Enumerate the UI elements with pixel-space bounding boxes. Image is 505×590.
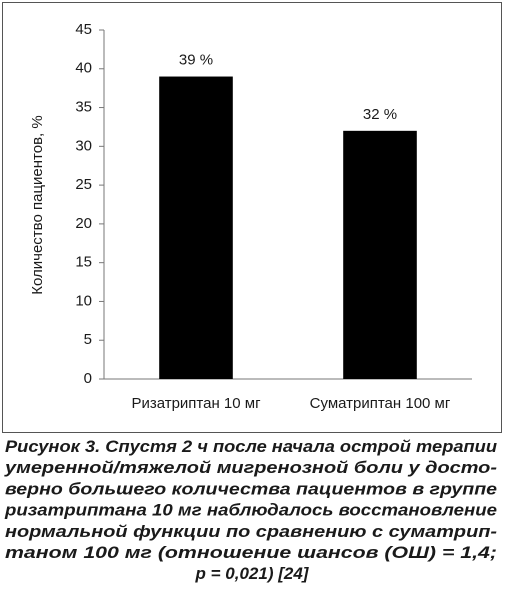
y-tick-label: 10 bbox=[75, 292, 92, 309]
y-tick-label: 25 bbox=[75, 176, 92, 193]
y-tick-label: 15 bbox=[75, 254, 92, 271]
caption-line: таном 100 мг (отношение шансов (ОШ) = 1,… bbox=[5, 543, 497, 562]
y-tick-label: 0 bbox=[84, 370, 92, 387]
bar bbox=[159, 76, 233, 380]
value-label: 32 % bbox=[363, 106, 397, 123]
y-tick-label: 20 bbox=[75, 215, 92, 232]
x-tick-label: Суматриптан 100 мг bbox=[310, 395, 451, 412]
caption-line: Рисунок 3. Спустя 2 ч после начала остро… bbox=[5, 437, 498, 456]
y-tick-label: 30 bbox=[75, 137, 92, 154]
y-tick-label: 5 bbox=[84, 331, 92, 348]
chart-frame bbox=[2, 2, 502, 433]
y-tick-label: 45 bbox=[75, 21, 92, 38]
y-axis-label: Количество пациентов, % bbox=[29, 115, 46, 294]
caption-line: р = 0,021) [24] bbox=[195, 564, 310, 583]
x-tick-label: Ризатриптан 10 мг bbox=[131, 395, 261, 412]
value-label: 39 % bbox=[179, 52, 213, 69]
caption-line: ризатриптана 10 мг наблюдалось восстанов… bbox=[4, 501, 497, 520]
caption-line: верно большего количества пациентов в гр… bbox=[5, 479, 497, 498]
caption-line: нормальной функции по сравнению с суматр… bbox=[5, 522, 497, 541]
bar bbox=[343, 130, 417, 379]
y-tick-label: 35 bbox=[75, 99, 92, 116]
caption-line: умеренной/тяжелой мигренозной боли у дос… bbox=[4, 458, 498, 477]
y-tick-label: 40 bbox=[75, 60, 92, 77]
